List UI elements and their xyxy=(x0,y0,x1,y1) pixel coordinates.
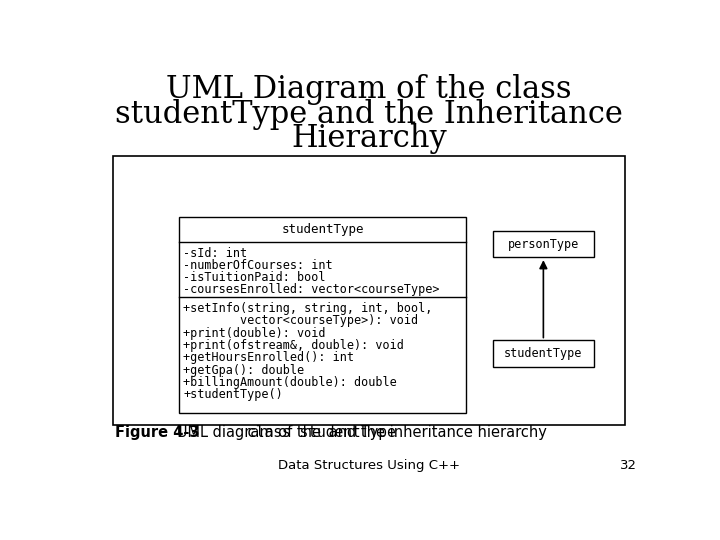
Text: +billingAmount(double): double: +billingAmount(double): double xyxy=(183,376,397,389)
Bar xyxy=(493,340,594,367)
Bar xyxy=(113,156,625,425)
Text: +print(ofstream&, double): void: +print(ofstream&, double): void xyxy=(183,339,404,352)
Text: +getHoursEnrolled(): int: +getHoursEnrolled(): int xyxy=(183,351,354,364)
Text: studentType: studentType xyxy=(504,347,582,360)
Text: studentType and the Inheritance: studentType and the Inheritance xyxy=(115,99,623,130)
Text: +print(double): void: +print(double): void xyxy=(183,327,325,340)
Bar xyxy=(179,217,466,413)
Text: 32: 32 xyxy=(620,458,637,472)
Text: -isTuitionPaid: bool: -isTuitionPaid: bool xyxy=(183,271,325,284)
Text: vector<courseType>): void: vector<courseType>): void xyxy=(183,314,418,327)
Text: and the inheritance hierarchy: and the inheritance hierarchy xyxy=(324,426,547,440)
Text: UML Diagram of the class: UML Diagram of the class xyxy=(166,74,572,105)
Bar xyxy=(493,231,594,257)
Text: Data Structures Using C++: Data Structures Using C++ xyxy=(278,458,460,472)
Text: Hierarchy: Hierarchy xyxy=(291,123,447,154)
Text: +setInfo(string, string, int, bool,: +setInfo(string, string, int, bool, xyxy=(183,302,433,315)
Text: Figure 4-3: Figure 4-3 xyxy=(114,426,199,440)
Text: -numberOfCourses: int: -numberOfCourses: int xyxy=(183,259,333,272)
Text: -coursesEnrolled: vector<courseType>: -coursesEnrolled: vector<courseType> xyxy=(183,284,439,296)
Text: personType: personType xyxy=(508,238,579,251)
Text: -sId: int: -sId: int xyxy=(183,247,247,260)
Text: +getGpa(): double: +getGpa(): double xyxy=(183,363,304,376)
Text: studentType: studentType xyxy=(282,223,364,236)
Text: +studentType(): +studentType() xyxy=(183,388,283,401)
Text: UML diagram of the: UML diagram of the xyxy=(163,426,325,440)
Text: class studentType: class studentType xyxy=(246,426,395,440)
